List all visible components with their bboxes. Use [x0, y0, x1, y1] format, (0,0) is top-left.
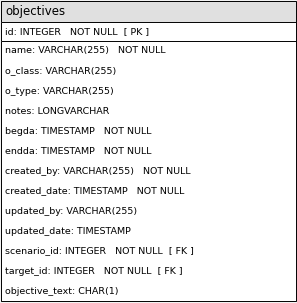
- Text: target_id: INTEGER   NOT NULL  [ FK ]: target_id: INTEGER NOT NULL [ FK ]: [5, 267, 183, 275]
- Bar: [1, 22, 296, 41]
- Text: scenario_id: INTEGER   NOT NULL  [ FK ]: scenario_id: INTEGER NOT NULL [ FK ]: [5, 247, 194, 255]
- Text: updated_by: VARCHAR(255): updated_by: VARCHAR(255): [5, 207, 137, 215]
- Text: o_class: VARCHAR(255): o_class: VARCHAR(255): [5, 66, 116, 75]
- Bar: [1, 1, 296, 22]
- Text: objective_text: CHAR(1): objective_text: CHAR(1): [5, 287, 119, 295]
- Text: notes: LONGVARCHAR: notes: LONGVARCHAR: [5, 106, 109, 115]
- Bar: [1, 22, 296, 41]
- Text: created_date: TIMESTAMP   NOT NULL: created_date: TIMESTAMP NOT NULL: [5, 187, 184, 195]
- Text: updated_date: TIMESTAMP: updated_date: TIMESTAMP: [5, 227, 131, 235]
- Text: objectives: objectives: [5, 5, 65, 18]
- Bar: [1, 41, 296, 301]
- Text: name: VARCHAR(255)   NOT NULL: name: VARCHAR(255) NOT NULL: [5, 46, 166, 55]
- Text: created_by: VARCHAR(255)   NOT NULL: created_by: VARCHAR(255) NOT NULL: [5, 167, 191, 175]
- Text: id: INTEGER   NOT NULL  [ PK ]: id: INTEGER NOT NULL [ PK ]: [5, 27, 149, 36]
- Text: begda: TIMESTAMP   NOT NULL: begda: TIMESTAMP NOT NULL: [5, 126, 151, 135]
- Bar: [1, 41, 296, 301]
- Text: o_type: VARCHAR(255): o_type: VARCHAR(255): [5, 86, 114, 95]
- Text: endda: TIMESTAMP   NOT NULL: endda: TIMESTAMP NOT NULL: [5, 146, 151, 155]
- Bar: [1, 1, 296, 22]
